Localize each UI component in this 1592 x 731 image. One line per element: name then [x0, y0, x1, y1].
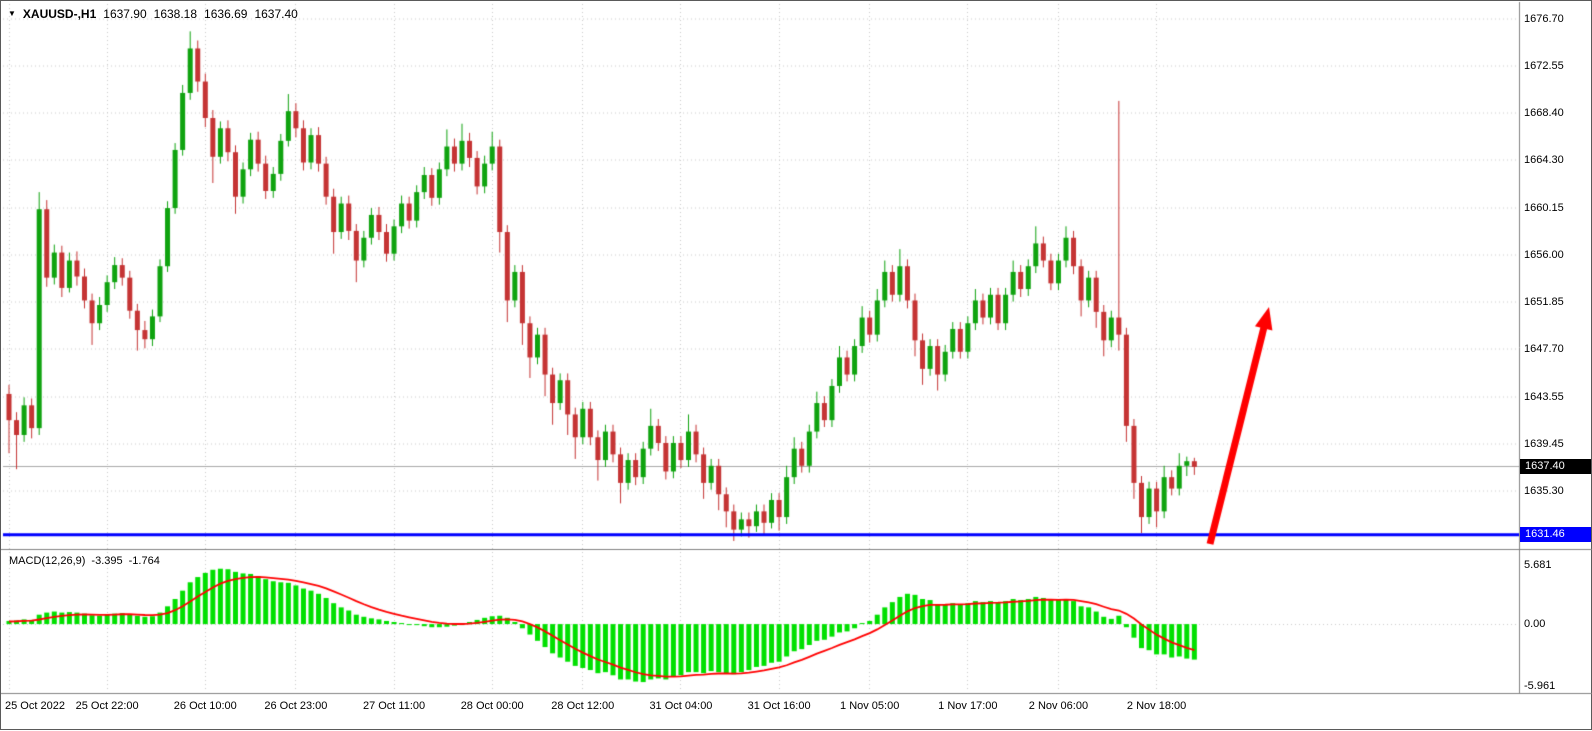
time-axis-label: 26 Oct 23:00: [264, 700, 328, 712]
time-axis-label: 2 Nov 18:00: [1126, 700, 1187, 712]
price-tick-label: 1639.45: [1524, 437, 1564, 450]
time-axis-label: 28 Oct 00:00: [460, 700, 524, 712]
time-axis-label: 26 Oct 10:00: [173, 700, 237, 712]
time-axis-label: 27 Oct 11:00: [362, 700, 426, 712]
macd-tick-label: 0.00: [1524, 618, 1546, 631]
support-price-badge: 1631.46: [1520, 527, 1591, 543]
triangle-down-icon[interactable]: ▼: [8, 9, 16, 18]
price-tick-label: 1664.30: [1524, 154, 1564, 167]
ohlc-open-value: 1637.90: [103, 7, 147, 21]
price-tick-label: 1660.15: [1524, 201, 1564, 214]
ohlc-low-value: 1636.69: [204, 7, 248, 21]
time-axis-label: 1 Nov 05:00: [840, 700, 900, 712]
price-tick-label: 1651.85: [1524, 296, 1564, 309]
time-axis-label: 28 Oct 12:00: [551, 700, 615, 712]
macd-signal-value: -1.764: [128, 555, 160, 567]
chart-header: ▼ XAUUSD-,H1 1637.90 1638.18 1636.69 163…: [8, 7, 298, 21]
macd-main-value: -3.395: [91, 555, 123, 567]
time-axis-label: 25 Oct 22:00: [75, 700, 139, 712]
ohlc-high-value: 1638.18: [153, 7, 198, 21]
price-tick-label: 1676.70: [1524, 12, 1564, 25]
bid-price-badge: 1637.40: [1520, 459, 1591, 475]
ohlc-close-value: 1637.40: [254, 7, 298, 21]
macd-indicator-label: MACD(12,26,9) -3.395 -1.764: [9, 555, 160, 567]
price-tick-label: 1635.30: [1524, 484, 1564, 497]
time-axis-label: 31 Oct 04:00: [649, 700, 713, 712]
symbol-period-label: XAUUSD-,H1: [22, 7, 97, 21]
time-axis-label: 2 Nov 06:00: [1028, 700, 1089, 712]
time-axis-label: 25 Oct 2022: [5, 700, 65, 712]
price-tick-label: 1672.55: [1524, 60, 1564, 73]
price-tick-label: 1647.70: [1524, 343, 1564, 356]
price-tick-label: 1643.55: [1524, 390, 1564, 403]
price-tick-label: 1656.00: [1524, 248, 1564, 261]
price-tick-label: 1668.40: [1524, 107, 1564, 120]
macd-tick-label: 5.681: [1524, 558, 1552, 571]
macd-name-label: MACD(12,26,9): [9, 555, 86, 567]
time-axis-label: 31 Oct 16:00: [747, 700, 811, 712]
time-axis-label: 1 Nov 17:00: [938, 700, 998, 712]
macd-tick-label: -5.961: [1524, 680, 1556, 693]
